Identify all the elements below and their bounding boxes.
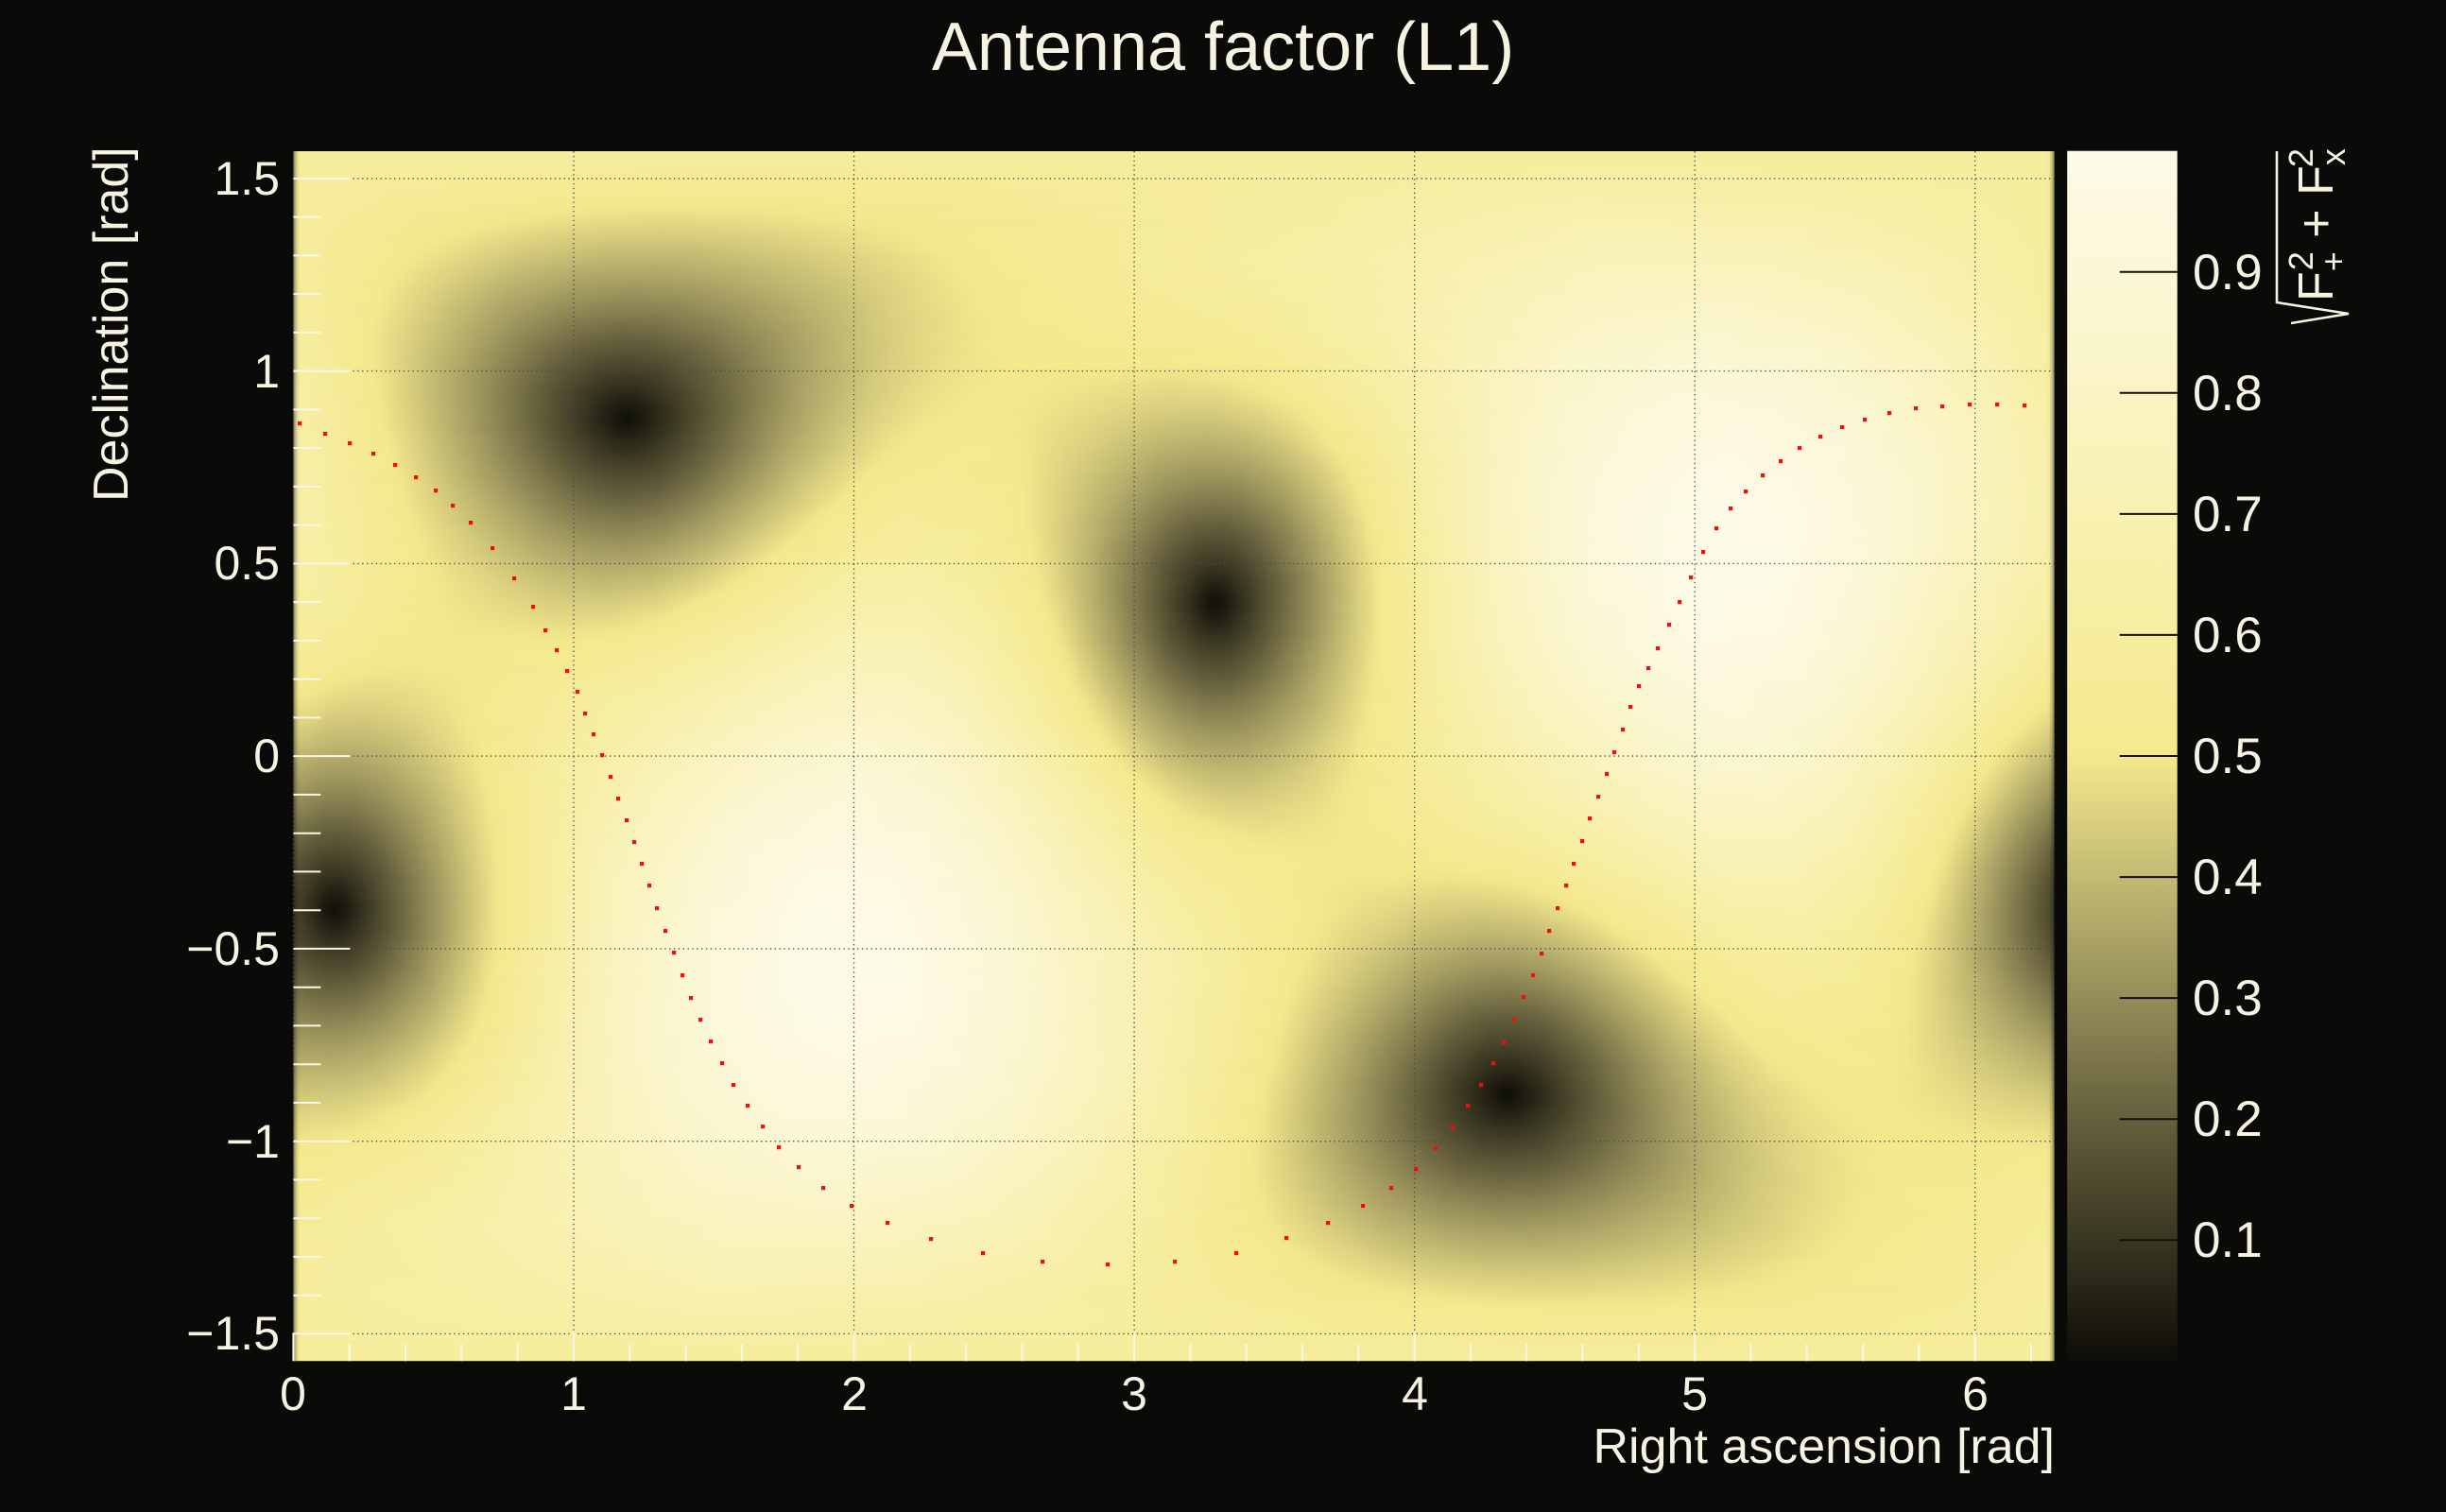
svg-text:0.5: 0.5	[2193, 729, 2263, 784]
svg-text:1: 1	[253, 345, 280, 398]
svg-text:0.5: 0.5	[214, 537, 280, 590]
svg-text:0.1: 0.1	[2193, 1212, 2263, 1268]
svg-text:0: 0	[253, 730, 280, 782]
svg-text:0.2: 0.2	[2193, 1091, 2263, 1147]
svg-text:6: 6	[1962, 1367, 1989, 1420]
svg-text:−0.5: −0.5	[186, 922, 280, 975]
svg-text:Right ascension [rad]: Right ascension [rad]	[1593, 1419, 2056, 1474]
svg-text:0.7: 0.7	[2193, 487, 2263, 542]
svg-text:5: 5	[1681, 1367, 1708, 1420]
svg-text:3: 3	[1121, 1367, 1147, 1420]
svg-text:F+2 + Fx2: F+2 + Fx2	[2282, 148, 2352, 301]
svg-text:Antenna factor (L1): Antenna factor (L1)	[932, 9, 1514, 85]
svg-text:0: 0	[280, 1367, 306, 1420]
svg-text:0.3: 0.3	[2193, 971, 2263, 1026]
svg-text:−1: −1	[226, 1115, 280, 1168]
svg-text:2: 2	[841, 1367, 868, 1420]
svg-text:0.9: 0.9	[2193, 245, 2263, 301]
svg-text:0.6: 0.6	[2193, 608, 2263, 663]
svg-text:1.5: 1.5	[214, 152, 280, 205]
svg-text:−1.5: −1.5	[186, 1307, 280, 1360]
svg-text:4: 4	[1402, 1367, 1428, 1420]
svg-text:Declination [rad]: Declination [rad]	[84, 146, 139, 502]
svg-text:0.8: 0.8	[2193, 366, 2263, 421]
svg-text:1: 1	[560, 1367, 587, 1420]
svg-text:0.4: 0.4	[2193, 850, 2263, 905]
